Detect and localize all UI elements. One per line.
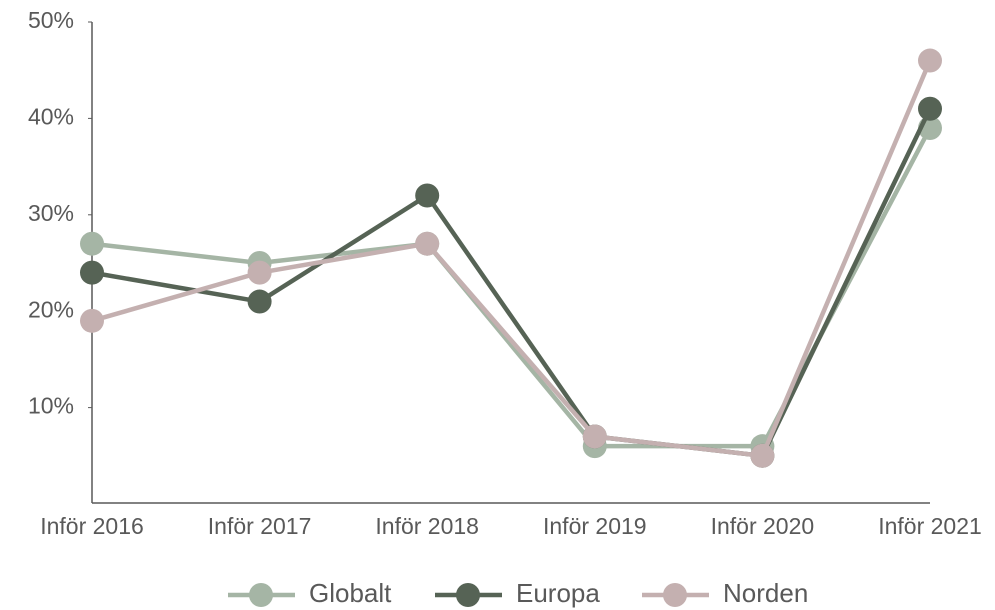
point [80, 308, 104, 333]
point [80, 260, 104, 285]
x-tick-label: Inför 2018 [375, 513, 479, 539]
y-tick-label: 40% [28, 103, 74, 129]
legend-label: Europa [516, 578, 600, 608]
x-tick-label: Inför 2017 [208, 513, 312, 539]
x-tick-label: Inför 2020 [711, 513, 815, 539]
y-tick-label: 50% [28, 7, 74, 33]
point [80, 231, 104, 256]
point [582, 424, 607, 449]
series-line [91, 126, 932, 449]
legend-marker [456, 583, 480, 607]
legend-label: Globalt [309, 578, 392, 608]
legend-marker [249, 583, 273, 607]
x-tick-label: Inför 2019 [543, 513, 647, 539]
legend-marker [663, 583, 687, 607]
series-line [91, 107, 933, 459]
point [247, 260, 272, 285]
point [918, 48, 942, 73]
point [247, 289, 272, 314]
point [415, 183, 440, 208]
x-tick-label: Inför 2021 [878, 513, 982, 539]
y-tick-label: 20% [28, 296, 74, 322]
y-tick-label: 30% [28, 200, 74, 226]
x-tick-label: Inför 2016 [40, 513, 144, 539]
series-line [91, 59, 933, 459]
y-tick-label: 10% [28, 393, 74, 419]
point [918, 96, 942, 121]
legend-label: Norden [723, 578, 808, 608]
point [415, 231, 440, 256]
point [750, 443, 775, 468]
